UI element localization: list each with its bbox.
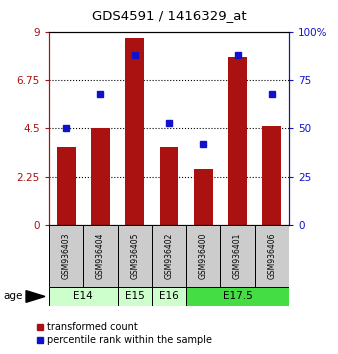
- Bar: [49, 225, 83, 287]
- Bar: [57, 147, 76, 225]
- Text: E17.5: E17.5: [223, 291, 252, 302]
- Bar: [255, 225, 289, 287]
- Bar: [91, 128, 110, 225]
- Polygon shape: [26, 291, 45, 302]
- Bar: [49, 287, 118, 306]
- Legend: transformed count, percentile rank within the sample: transformed count, percentile rank withi…: [32, 319, 216, 349]
- Text: E15: E15: [125, 291, 145, 302]
- Text: GSM936401: GSM936401: [233, 233, 242, 279]
- Bar: [186, 287, 289, 306]
- Bar: [152, 287, 186, 306]
- Text: GSM936406: GSM936406: [267, 233, 276, 279]
- Bar: [118, 225, 152, 287]
- Bar: [262, 126, 281, 225]
- Bar: [228, 57, 247, 225]
- Text: GSM936403: GSM936403: [62, 233, 71, 279]
- Bar: [194, 170, 213, 225]
- Bar: [83, 225, 118, 287]
- Text: GSM936404: GSM936404: [96, 233, 105, 279]
- Bar: [118, 287, 152, 306]
- Bar: [125, 38, 144, 225]
- Bar: [220, 225, 255, 287]
- Text: GDS4591 / 1416329_at: GDS4591 / 1416329_at: [92, 9, 246, 22]
- Bar: [186, 225, 220, 287]
- Text: E16: E16: [159, 291, 179, 302]
- Text: GSM936402: GSM936402: [165, 233, 173, 279]
- Text: age: age: [3, 291, 23, 302]
- Text: GSM936400: GSM936400: [199, 233, 208, 279]
- Bar: [160, 147, 178, 225]
- Text: GSM936405: GSM936405: [130, 233, 139, 279]
- Bar: [152, 225, 186, 287]
- Text: E14: E14: [73, 291, 93, 302]
